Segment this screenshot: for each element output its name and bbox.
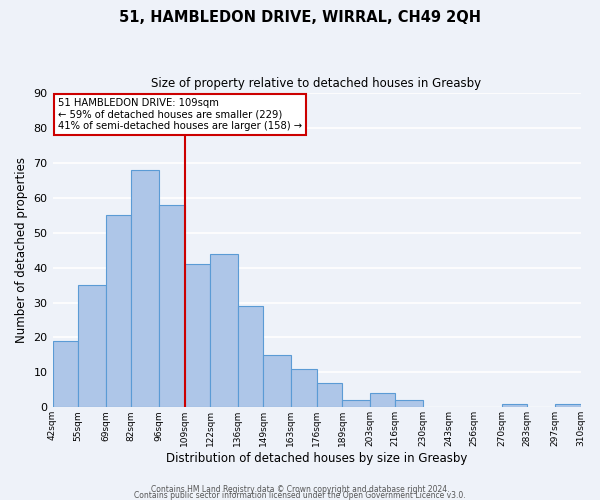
Bar: [78, 285, 106, 408]
Text: 51, HAMBLEDON DRIVE, WIRRAL, CH49 2QH: 51, HAMBLEDON DRIVE, WIRRAL, CH49 2QH: [119, 10, 481, 25]
Y-axis label: Number of detached properties: Number of detached properties: [15, 157, 28, 343]
Bar: [395, 400, 423, 407]
Bar: [185, 264, 210, 408]
Text: Contains HM Land Registry data © Crown copyright and database right 2024.: Contains HM Land Registry data © Crown c…: [151, 484, 449, 494]
Bar: [131, 170, 159, 408]
X-axis label: Distribution of detached houses by size in Greasby: Distribution of detached houses by size …: [166, 452, 467, 465]
Bar: [370, 394, 395, 407]
Bar: [555, 404, 581, 407]
Bar: [342, 400, 370, 407]
Title: Size of property relative to detached houses in Greasby: Size of property relative to detached ho…: [151, 78, 482, 90]
Bar: [210, 254, 238, 408]
Bar: [502, 404, 527, 407]
Bar: [53, 341, 78, 407]
Text: Contains public sector information licensed under the Open Government Licence v3: Contains public sector information licen…: [134, 490, 466, 500]
Bar: [317, 383, 342, 407]
Bar: [159, 205, 185, 408]
Bar: [106, 216, 131, 408]
Bar: [291, 369, 317, 408]
Bar: [238, 306, 263, 408]
Text: 51 HAMBLEDON DRIVE: 109sqm
← 59% of detached houses are smaller (229)
41% of sem: 51 HAMBLEDON DRIVE: 109sqm ← 59% of deta…: [58, 98, 302, 131]
Bar: [263, 355, 291, 408]
